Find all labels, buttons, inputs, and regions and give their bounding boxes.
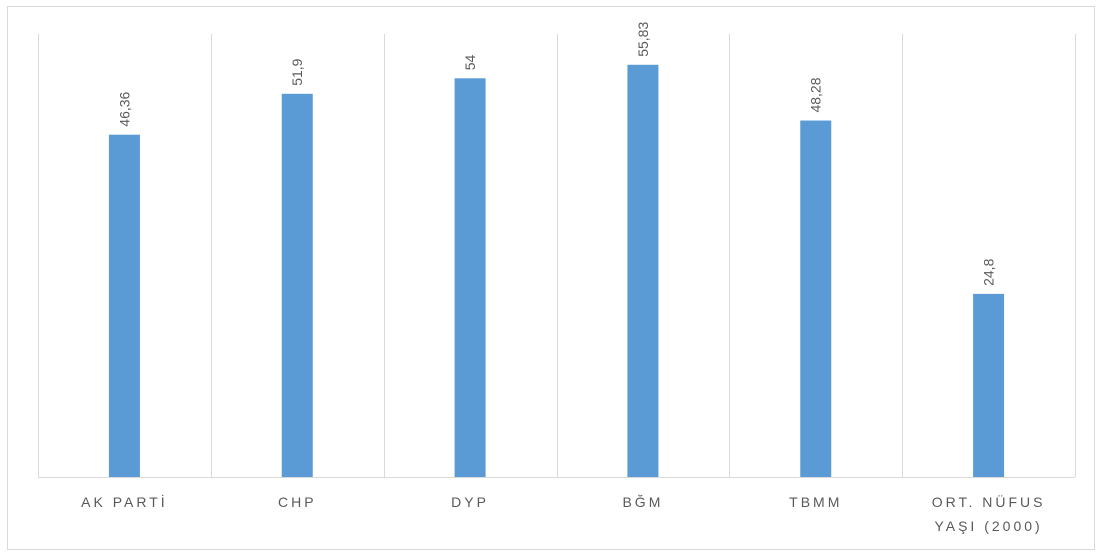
category-label-0: AK PARTİ [81, 493, 168, 510]
bar-3 [627, 64, 659, 477]
data-label-0: 46,36 [116, 91, 132, 126]
category-label-5-line-1: YAŞI (2000) [934, 518, 1042, 534]
bar-1 [281, 93, 313, 478]
category-label-5-line-0: ORT. NÜFUS [932, 493, 1046, 510]
data-label-3: 55,83 [635, 22, 651, 57]
category-label-4: TBMM [789, 494, 842, 510]
bar-5 [973, 293, 1005, 477]
data-label-2: 54 [462, 55, 478, 71]
category-label-2: DYP [451, 494, 489, 510]
category-label-3: BĞM [622, 494, 663, 510]
chart-frame [7, 6, 1095, 550]
bar-2 [454, 78, 486, 478]
bar-0 [108, 134, 140, 477]
data-label-4: 48,28 [808, 77, 824, 112]
data-label-5: 24,8 [981, 258, 997, 285]
bar-4 [800, 120, 832, 478]
category-label-1: CHP [278, 494, 317, 510]
data-label-1: 51,9 [289, 58, 305, 85]
